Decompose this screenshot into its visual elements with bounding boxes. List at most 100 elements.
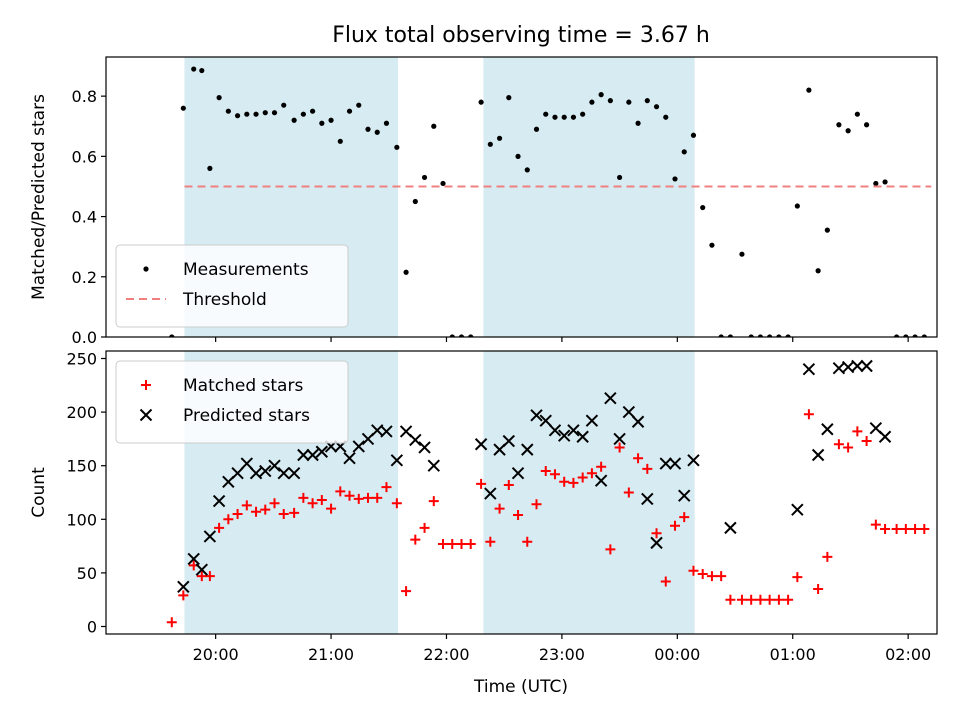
measurements-point: [533, 126, 540, 132]
measurements-point: [449, 334, 455, 337]
matched-stars-point: [428, 496, 439, 507]
matched-stars-point: [843, 442, 854, 453]
measurements-point: [262, 110, 268, 116]
matched-stars-point: [614, 442, 625, 453]
y-tick-label: 100: [66, 510, 97, 529]
legend-label: Predicted stars: [183, 406, 310, 426]
y-axis-label: Count: [29, 467, 49, 518]
predicted-stars-point: [380, 425, 393, 438]
measurements-point: [845, 128, 851, 134]
measurements-point: [607, 98, 613, 104]
measurements-point: [244, 111, 250, 117]
matched-stars-point: [241, 500, 252, 511]
bottom-panel-count: 0 50 100 150 200 250 20:00 21:00 22:00 23:00 00:00…: [29, 350, 938, 664]
matched-stars-point: [736, 594, 747, 605]
matched-stars-point: [522, 536, 533, 547]
measurements-point: [617, 174, 623, 181]
matched-stars-point: [335, 486, 346, 497]
predicted-stars-point: [530, 409, 543, 422]
predicted-stars-point: [297, 448, 310, 462]
measurements-point: [191, 66, 197, 72]
measurements-point: [403, 269, 409, 275]
predicted-stars-point: [427, 459, 440, 472]
predicted-stars-point: [352, 440, 365, 453]
matched-stars-point: [260, 504, 271, 515]
matched-stars-point: [783, 594, 794, 605]
measurements-point: [180, 105, 186, 111]
measurements-point: [506, 95, 512, 101]
measurements-point: [739, 251, 745, 257]
predicted-stars-point: [502, 434, 516, 448]
measurements-point: [319, 120, 325, 126]
measurements-point: [700, 204, 706, 211]
matched-stars-point: [401, 586, 412, 597]
measurements-point: [912, 334, 918, 337]
measurements-point: [824, 227, 830, 233]
matched-stars-point: [900, 523, 911, 534]
matched-stars-point: [494, 503, 505, 514]
matched-stars-point: [214, 522, 225, 533]
measurements-point: [836, 122, 842, 128]
matched-stars-point: [880, 523, 891, 534]
legend-label: Measurements: [183, 260, 309, 280]
matched-stars-point: [833, 439, 844, 450]
measurements-point: [478, 99, 484, 105]
matched-stars-point: [716, 571, 727, 582]
y-tick-label: 0.0: [72, 328, 97, 347]
matched-stars-point: [549, 469, 560, 480]
measurements-point: [515, 153, 521, 159]
y-tick-label: 0.4: [72, 208, 97, 227]
predicted-stars-point: [231, 466, 244, 480]
predicted-stars-point: [811, 448, 825, 462]
measurements-point: [873, 180, 879, 187]
y-tick-label: 0: [87, 617, 97, 636]
matched-stars-point: [605, 544, 616, 555]
measurements-point: [570, 114, 577, 120]
predicted-stars-point: [177, 580, 190, 594]
measurements-point: [635, 120, 641, 126]
predicted-stars-point: [613, 432, 626, 446]
matched-stars-point: [316, 495, 327, 506]
matched-stars-point: [326, 503, 337, 514]
matched-stars-point: [773, 594, 784, 605]
legend-marker: [141, 380, 151, 390]
measurements-point: [365, 126, 371, 132]
measurements-point: [346, 108, 353, 114]
measurements-point: [309, 108, 316, 114]
matched-stars-point: [166, 617, 177, 628]
matched-stars-point: [289, 507, 300, 518]
measurements-point: [681, 149, 687, 155]
measurements-point: [727, 334, 734, 337]
matched-stars-point: [362, 492, 373, 503]
predicted-stars-point: [659, 457, 672, 470]
y-tick-label: 50: [77, 564, 97, 583]
measurements-point: [169, 334, 175, 337]
measurements-point: [383, 120, 390, 126]
measurements-point: [281, 102, 287, 108]
legend-box: [115, 244, 349, 328]
measurements-point: [863, 122, 870, 128]
y-axis-label: Matched/Predicted stars: [29, 94, 49, 300]
matched-stars-point: [438, 538, 449, 549]
legend-box: [115, 360, 349, 444]
predicted-stars-point: [539, 414, 552, 427]
measurements-point: [663, 114, 669, 120]
matched-stars-point: [531, 499, 542, 510]
measurements-point: [524, 167, 530, 173]
matched-stars-point: [660, 576, 671, 587]
matched-stars-point: [344, 490, 355, 501]
matched-stars-point: [223, 514, 234, 525]
matched-stars-point: [706, 571, 717, 582]
measurements-point: [598, 92, 604, 98]
measurements-point: [748, 334, 754, 337]
matched-stars-point: [410, 534, 421, 545]
measurements-point: [431, 123, 437, 129]
matched-stars-point: [596, 461, 607, 472]
predicted-stars-point: [802, 363, 816, 376]
predicted-stars-point: [484, 487, 497, 500]
matched-stars-point: [861, 436, 872, 447]
matched-stars-point: [178, 590, 189, 601]
predicted-stars-point: [724, 521, 737, 535]
predicted-stars-point: [650, 536, 663, 550]
